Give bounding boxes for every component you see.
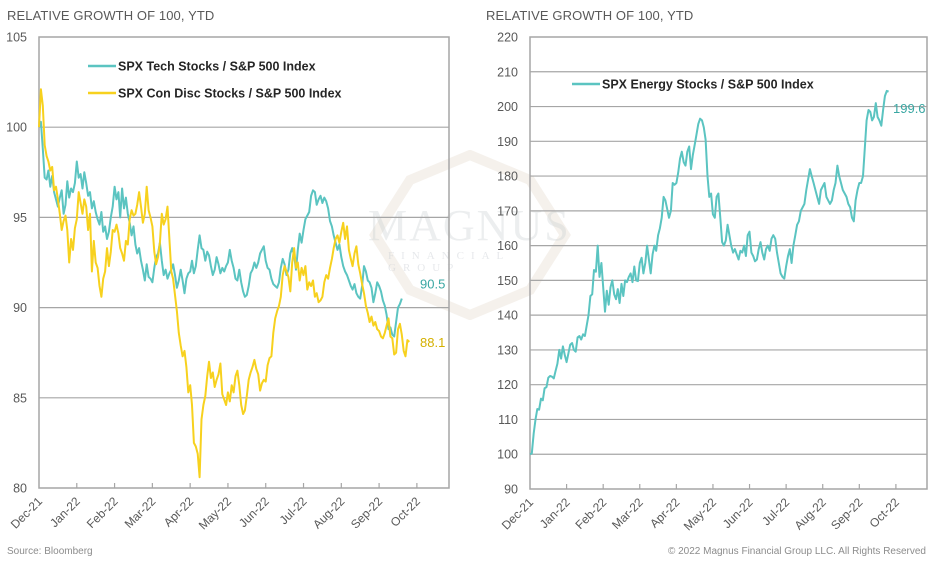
x-tick-label: Feb-22 <box>84 494 121 531</box>
y-tick-label: 100 <box>6 121 27 135</box>
legend-label: SPX Tech Stocks / S&P 500 Index <box>118 60 316 74</box>
y-tick-label: 100 <box>497 448 518 462</box>
right-chart: 90 100 110 120 130 140 150 160 170 180 190 200 210 22… <box>497 31 928 533</box>
left-chart: 80 85 90 95 100 105 Dec-21 Jan-22 Feb-22 Mar-22 Ap… <box>6 31 450 532</box>
x-tick-label: Jan-22 <box>537 495 573 531</box>
x-tick-label: Feb-22 <box>573 495 610 532</box>
y-tick-label: 85 <box>13 391 27 405</box>
x-tick-label: Jun-22 <box>236 494 272 530</box>
right-chart-title: RELATIVE GROWTH OF 100, YTD <box>486 8 694 23</box>
y-tick-label: 110 <box>498 413 518 427</box>
y-tick-label: 150 <box>497 274 518 288</box>
end-value-label: 199.6 <box>893 101 926 116</box>
x-tick-label: Dec-21 <box>8 494 45 531</box>
y-tick-label: 130 <box>497 343 518 357</box>
y-tick-label: 90 <box>504 483 518 497</box>
x-tick-label: Apr-22 <box>161 494 197 530</box>
y-tick-label: 160 <box>497 239 518 253</box>
x-tick-label: Aug-22 <box>310 494 347 531</box>
x-tick-label: Sep-22 <box>828 495 865 532</box>
x-tick-label: May-22 <box>681 495 719 533</box>
end-value-label: 90.5 <box>420 277 445 292</box>
y-tick-label: 200 <box>497 100 518 114</box>
x-tick-label: Mar-22 <box>122 494 159 531</box>
x-tick-label: Apr-22 <box>647 495 683 531</box>
y-tick-label: 140 <box>497 309 518 323</box>
y-tick-label: 105 <box>6 31 27 45</box>
left-chart-title: RELATIVE GROWTH OF 100, YTD <box>7 8 215 23</box>
plot-frame <box>529 36 928 490</box>
x-tick-label: Oct-22 <box>867 495 903 531</box>
x-tick-label: Jul-22 <box>277 494 310 527</box>
y-tick-label: 210 <box>497 65 518 79</box>
legend-label: SPX Energy Stocks / S&P 500 Index <box>602 78 814 92</box>
legend-label: SPX Con Disc Stocks / S&P 500 Index <box>118 87 342 101</box>
x-tick-label: May-22 <box>196 494 234 532</box>
end-value-label: 88.1 <box>420 335 445 350</box>
y-tick-label: 80 <box>13 482 27 496</box>
y-tick-label: 90 <box>13 301 27 315</box>
x-tick-label: Mar-22 <box>609 495 646 532</box>
y-tick-label: 95 <box>13 211 27 225</box>
plot-frame <box>38 36 450 489</box>
series-line <box>38 120 403 338</box>
series-line <box>529 89 889 456</box>
source-note: Source: Bloomberg <box>7 546 93 557</box>
x-tick-label: Jun-22 <box>720 495 756 531</box>
y-tick-label: 170 <box>497 204 518 218</box>
x-tick-label: Aug-22 <box>792 495 829 532</box>
x-tick-label: Dec-21 <box>499 495 536 532</box>
x-tick-label: Sep-22 <box>348 494 385 531</box>
y-tick-label: 190 <box>497 135 518 149</box>
x-tick-label: Jan-22 <box>47 494 83 530</box>
copyright-note: © 2022 Magnus Financial Group LLC. All R… <box>667 546 926 557</box>
y-tick-label: 180 <box>497 170 518 184</box>
x-tick-label: Jul-22 <box>759 495 792 528</box>
y-tick-label: 120 <box>497 378 518 392</box>
series-line <box>38 88 410 479</box>
x-tick-label: Oct-22 <box>388 494 424 530</box>
y-tick-label: 220 <box>497 31 518 45</box>
